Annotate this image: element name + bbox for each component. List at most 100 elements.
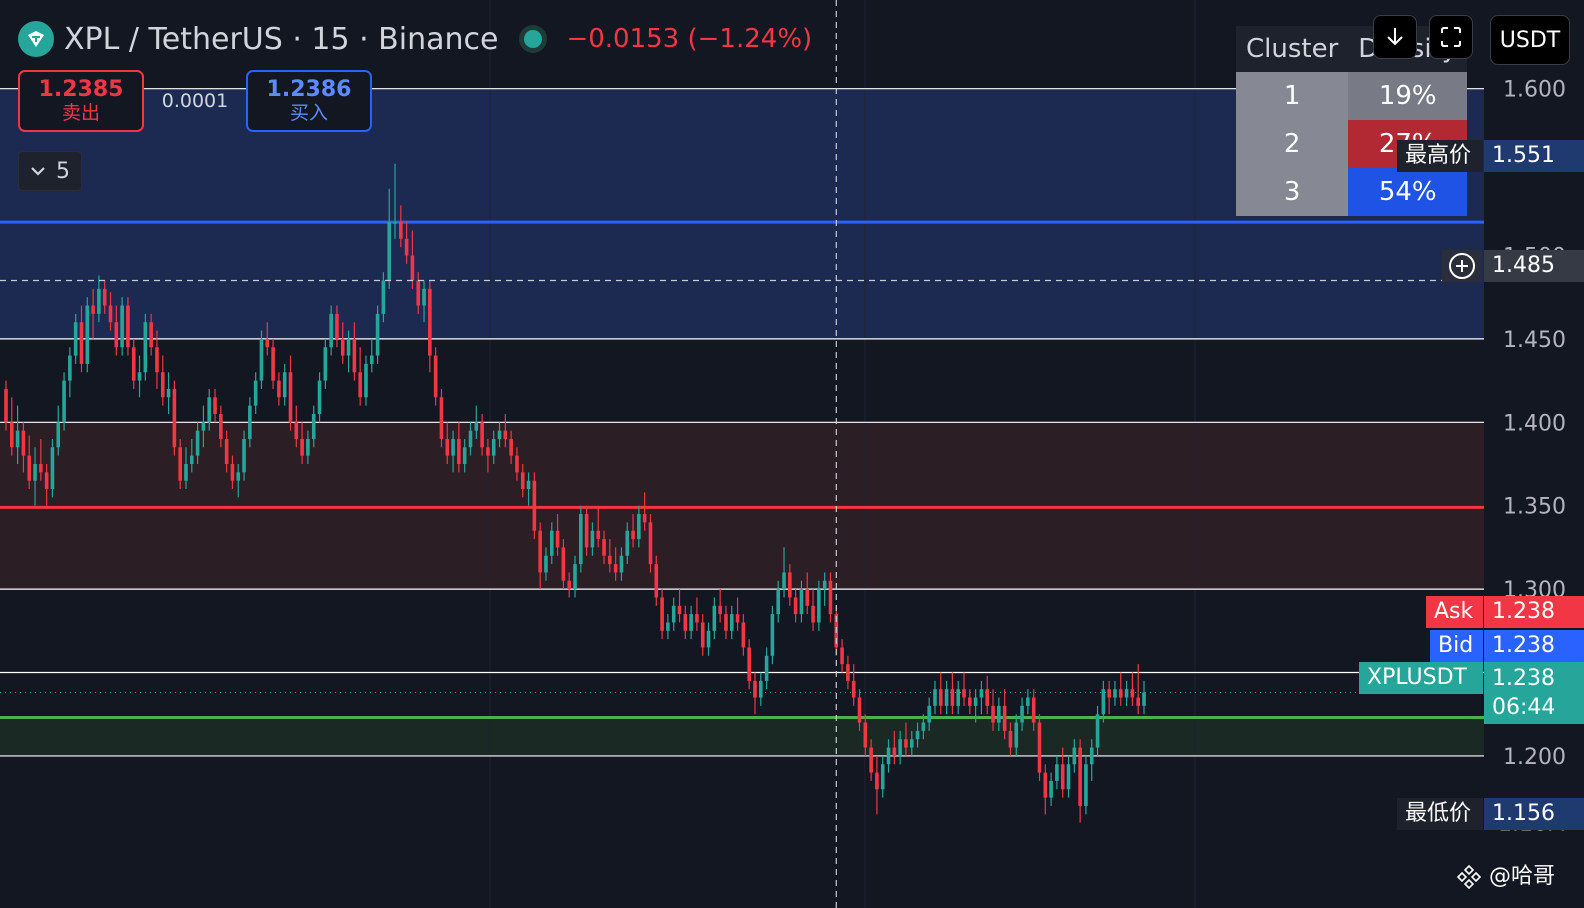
candle-body — [102, 288, 107, 306]
spread-value: 0.0001 — [161, 90, 229, 112]
candle-body — [817, 589, 821, 623]
candle-body — [637, 514, 641, 540]
candle-body — [619, 555, 624, 573]
bar-countdown: 06:44 — [1492, 695, 1556, 720]
sell-label: 卖出 — [61, 102, 100, 124]
candle-body — [520, 472, 525, 490]
candle-body — [944, 689, 949, 706]
candle-body — [1130, 689, 1135, 698]
candle-body — [213, 397, 217, 414]
high-price-label: 最高价 — [1397, 140, 1483, 172]
candle-body — [1037, 722, 1042, 773]
candle-body — [1014, 722, 1019, 748]
candle-body — [666, 622, 670, 631]
candle-body — [573, 564, 577, 590]
candle-body — [1124, 689, 1129, 698]
last-price: 1.238 — [1492, 666, 1555, 691]
candle-body — [335, 313, 339, 339]
axis-tick-label: 1.350 — [1503, 495, 1566, 520]
candle-body — [410, 255, 415, 281]
zone-band — [0, 422, 1484, 590]
bid-label: Bid — [1430, 630, 1483, 662]
candle-body — [997, 705, 1001, 723]
candle-body — [364, 363, 368, 398]
chevron-down-icon — [31, 167, 45, 176]
ask-price: 1.238 — [1484, 596, 1584, 628]
axis-tick-label: 1.400 — [1503, 411, 1566, 436]
candle-body — [294, 422, 299, 439]
candle-body — [805, 589, 810, 606]
candle-body — [39, 464, 43, 473]
candle-body — [178, 447, 182, 481]
candle-body — [909, 739, 914, 748]
candle-body — [91, 305, 95, 314]
candle-body — [729, 614, 734, 631]
candle-body — [219, 413, 223, 439]
buy-price: 1.2386 — [266, 77, 352, 102]
candle-body — [1072, 747, 1077, 765]
candle-body — [300, 438, 304, 456]
crosshair-price-label: 1.485 — [1484, 250, 1584, 282]
ask-label: Ask — [1426, 596, 1483, 628]
fullscreen-button[interactable] — [1429, 15, 1473, 59]
download-button[interactable] — [1373, 15, 1417, 59]
buy-button[interactable]: 1.2386 买入 — [246, 70, 372, 132]
candle-body — [230, 464, 235, 481]
candle-body — [399, 222, 403, 239]
candle-body — [938, 689, 943, 706]
candle-body — [149, 322, 153, 348]
candle-body — [306, 438, 310, 456]
candle-body — [1060, 764, 1065, 790]
candle-body — [811, 605, 815, 623]
currency-button[interactable]: USDT — [1490, 15, 1570, 65]
candle-body — [33, 464, 37, 481]
candle-body — [497, 430, 502, 439]
candle-body — [567, 580, 571, 590]
density-value: 19% — [1348, 72, 1468, 120]
candle-body — [991, 705, 995, 723]
candle-body — [346, 338, 351, 356]
candle-body — [1049, 780, 1053, 798]
candle-body — [712, 605, 717, 631]
price-change: −0.0153 (−1.24%) — [566, 24, 813, 54]
plus-circle-icon — [1449, 253, 1475, 279]
candle-body — [822, 580, 827, 590]
candle-body — [689, 614, 693, 631]
candle-body — [509, 438, 513, 456]
candle-body — [1142, 692, 1146, 706]
candle-body — [683, 614, 688, 631]
candle-body — [1008, 730, 1013, 748]
interval-dropdown[interactable]: 5 — [18, 151, 82, 191]
candle-body — [590, 530, 595, 548]
candle-body — [915, 730, 920, 740]
candle-body — [259, 338, 264, 381]
candle-body — [15, 430, 20, 448]
candle-body — [631, 530, 635, 540]
candle-body — [898, 739, 902, 756]
candle-body — [56, 422, 61, 448]
candle-body — [544, 555, 548, 573]
candle-body — [927, 705, 931, 723]
watermark-text: @哈哥 — [1489, 864, 1556, 889]
candle-body — [857, 697, 862, 723]
candle-body — [625, 530, 630, 556]
symbol-title[interactable]: XPL / TetherUS · 15 · Binance — [64, 21, 499, 57]
candle-body — [660, 597, 664, 631]
candle-body — [904, 739, 908, 748]
binance-logo-icon — [1456, 864, 1482, 890]
candle-body — [788, 572, 792, 598]
candle-body — [962, 689, 966, 698]
candle-body — [271, 347, 275, 381]
candle-body — [445, 438, 450, 456]
candle-body — [979, 689, 984, 698]
candle-body — [1020, 705, 1024, 723]
candle-body — [1113, 689, 1117, 698]
zone-band — [0, 717, 1484, 756]
interval-value: 5 — [56, 158, 70, 184]
sell-button[interactable]: 1.2385 卖出 — [18, 70, 144, 132]
candle-body — [1118, 689, 1123, 698]
add-alert-button[interactable] — [1442, 250, 1482, 282]
candle-body — [555, 530, 560, 548]
candle-body — [846, 664, 850, 681]
watermark: @哈哥 — [1456, 858, 1555, 890]
